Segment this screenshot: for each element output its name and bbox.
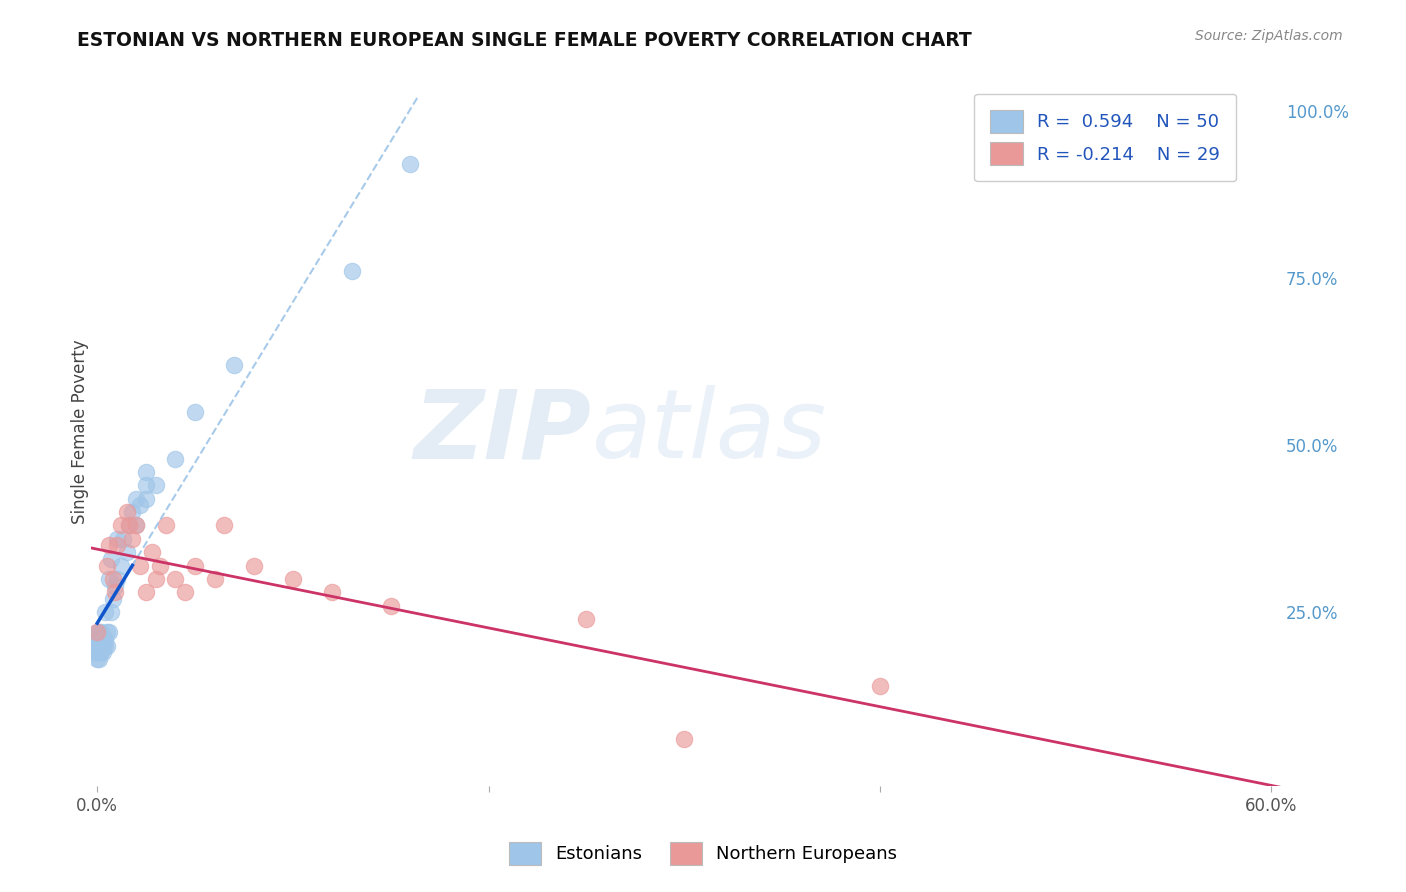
Point: [115, 545, 138, 559]
Point: [145, 478, 167, 492]
Point: [141, 545, 163, 559]
Point: [129, 558, 152, 573]
Point: [91, 645, 114, 659]
Point: [125, 518, 148, 533]
Point: [91, 632, 114, 646]
Text: Source: ZipAtlas.com: Source: ZipAtlas.com: [1195, 29, 1343, 43]
Point: [105, 538, 128, 552]
Point: [340, 264, 363, 278]
Point: [214, 518, 236, 533]
Point: [100, 605, 122, 619]
Point: [184, 405, 207, 419]
Point: [105, 532, 128, 546]
Point: [149, 558, 172, 573]
Point: [94, 605, 117, 619]
Point: [89, 625, 111, 640]
Point: [86, 632, 108, 646]
Point: [105, 572, 128, 586]
Point: [90, 639, 112, 653]
Point: [155, 518, 177, 533]
Point: [94, 632, 117, 646]
Point: [94, 639, 117, 653]
Point: [135, 465, 157, 479]
Point: [97, 625, 120, 640]
Point: [86, 639, 108, 653]
Point: [89, 632, 111, 646]
Point: [281, 572, 304, 586]
Point: [380, 599, 402, 613]
Point: [111, 532, 134, 546]
Point: [224, 358, 246, 372]
Point: [86, 632, 108, 646]
Point: [174, 585, 197, 599]
Text: ZIP: ZIP: [413, 385, 591, 478]
Y-axis label: Single Female Poverty: Single Female Poverty: [72, 340, 89, 524]
Point: [869, 679, 891, 693]
Point: [117, 518, 139, 533]
Point: [165, 451, 187, 466]
Point: [204, 572, 226, 586]
Point: [101, 591, 124, 606]
Text: ESTONIAN VS NORTHERN EUROPEAN SINGLE FEMALE POVERTY CORRELATION CHART: ESTONIAN VS NORTHERN EUROPEAN SINGLE FEM…: [77, 31, 972, 50]
Point: [121, 532, 143, 546]
Point: [90, 625, 112, 640]
Point: [673, 732, 696, 747]
Point: [125, 491, 148, 506]
Point: [86, 639, 108, 653]
Point: [86, 645, 108, 659]
Point: [96, 639, 118, 653]
Point: [321, 585, 343, 599]
Point: [97, 538, 120, 552]
Legend: Estonians, Northern Europeans: Estonians, Northern Europeans: [499, 833, 907, 874]
Point: [100, 551, 122, 566]
Point: [110, 518, 132, 533]
Point: [129, 499, 152, 513]
Point: [125, 518, 148, 533]
Point: [86, 645, 108, 659]
Point: [96, 625, 118, 640]
Point: [90, 645, 112, 659]
Point: [121, 505, 143, 519]
Point: [96, 558, 118, 573]
Point: [104, 578, 127, 592]
Point: [399, 157, 422, 171]
Point: [90, 632, 112, 646]
Legend: R =  0.594    N = 50, R = -0.214    N = 29: R = 0.594 N = 50, R = -0.214 N = 29: [974, 94, 1236, 181]
Point: [89, 652, 111, 666]
Point: [184, 558, 207, 573]
Point: [575, 612, 598, 626]
Point: [165, 572, 187, 586]
Point: [145, 572, 167, 586]
Point: [91, 639, 114, 653]
Point: [135, 478, 157, 492]
Point: [89, 645, 111, 659]
Point: [135, 585, 157, 599]
Point: [104, 585, 127, 599]
Point: [101, 572, 124, 586]
Point: [242, 558, 264, 573]
Point: [97, 572, 120, 586]
Point: [86, 652, 108, 666]
Point: [135, 491, 157, 506]
Point: [115, 505, 138, 519]
Point: [117, 518, 139, 533]
Point: [89, 639, 111, 653]
Text: atlas: atlas: [591, 385, 825, 478]
Point: [86, 625, 108, 640]
Point: [110, 558, 132, 573]
Point: [86, 625, 108, 640]
